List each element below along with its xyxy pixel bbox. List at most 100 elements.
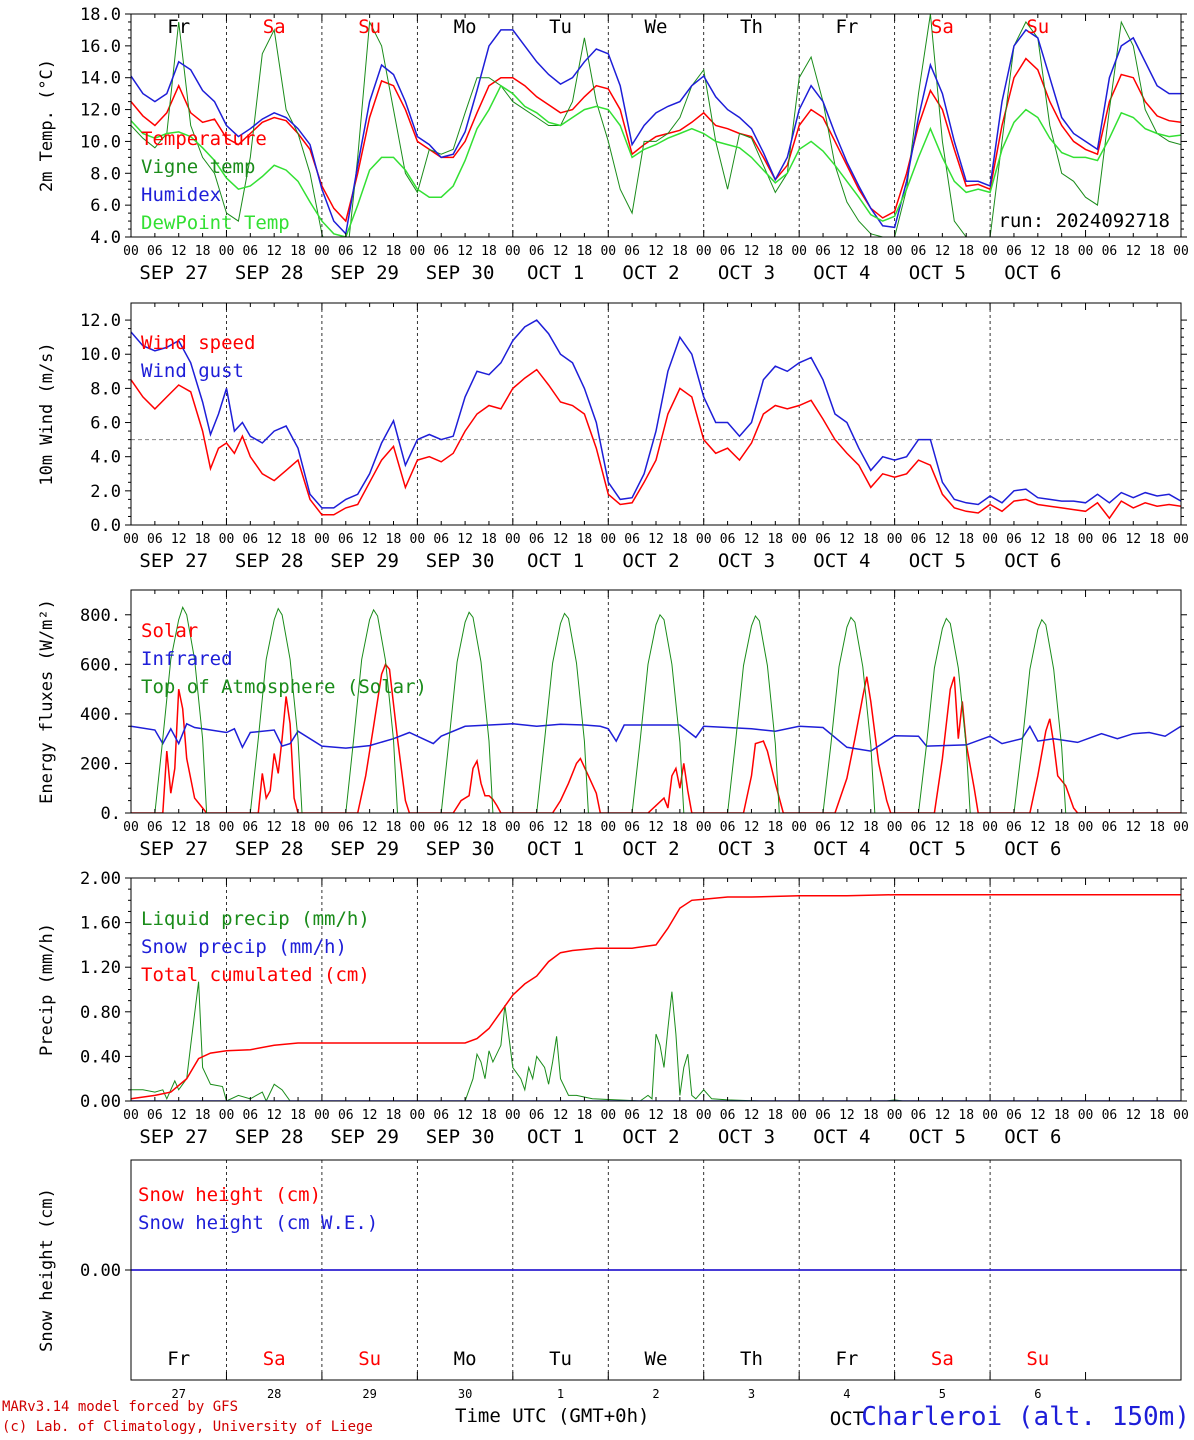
hour-label: 06	[147, 820, 163, 835]
hour-label: 00	[1078, 1108, 1094, 1123]
hour-label: 12	[1125, 1108, 1141, 1123]
date-label: OCT 1	[527, 550, 584, 572]
y-tick-label: 200.	[80, 754, 121, 774]
hour-label: 00	[505, 820, 521, 835]
hour-label: 00	[123, 532, 139, 547]
day-number-label: 30	[458, 1387, 472, 1401]
weekday-label: Sa	[931, 16, 954, 38]
panel-5: 0.00 Snow height (cm) Snow height (cm) Snow…	[37, 1159, 1187, 1430]
hour-label: 06	[433, 1108, 449, 1123]
date-label: OCT 3	[718, 1126, 775, 1148]
hour-label: 18	[672, 532, 688, 547]
hour-label: 06	[242, 1108, 258, 1123]
hour-label: 00	[505, 532, 521, 547]
weekday-label: Su	[1026, 16, 1049, 38]
hour-label: 12	[648, 820, 664, 835]
station-label: Charleroi (alt. 150m)	[861, 1402, 1190, 1432]
hour-label: 00	[600, 820, 616, 835]
series-wind-gust	[131, 319, 1181, 509]
hour-label: 18	[386, 244, 402, 259]
date-label: OCT 4	[813, 1126, 870, 1148]
hour-label: 06	[911, 244, 927, 259]
hour-label: 06	[815, 1108, 831, 1123]
day-number-label: 4	[843, 1387, 850, 1401]
hour-label: 12	[1030, 820, 1046, 835]
legend-entry: Infrared	[141, 648, 233, 670]
plot-frame	[130, 302, 1182, 526]
date-label: OCT 2	[622, 550, 679, 572]
hour-label: 00	[410, 244, 426, 259]
date-label: SEP 28	[235, 838, 304, 860]
date-label: SEP 27	[139, 838, 208, 860]
series-liquid-precip-mm-h-	[131, 981, 1181, 1101]
panel-3: 0. 200. 400. 600. 800. Energy fluxes (W/m²) So…	[37, 589, 1189, 860]
weekday-label: Su	[358, 16, 381, 38]
date-label: OCT 6	[1004, 550, 1061, 572]
hour-label: 12	[744, 1108, 760, 1123]
hour-label: 06	[1006, 532, 1022, 547]
y-tick-label: 0.	[101, 804, 121, 824]
hour-label: 00	[887, 532, 903, 547]
hour-label: 18	[1054, 532, 1070, 547]
y-tick-label: 0.80	[80, 1003, 121, 1023]
legend-entry: Temperature	[141, 128, 267, 150]
date-label: SEP 30	[426, 1126, 495, 1148]
date-label: OCT 3	[718, 838, 775, 860]
date-label: SEP 29	[330, 838, 399, 860]
hour-label: 00	[696, 820, 712, 835]
y-tick-label: 8.0	[90, 379, 121, 399]
hour-label: 00	[410, 820, 426, 835]
date-label: OCT 3	[718, 262, 775, 284]
plot-frame	[130, 13, 1182, 238]
hour-label: 00	[219, 532, 235, 547]
hour-label: 12	[839, 1108, 855, 1123]
hour-label: 00	[1173, 532, 1189, 547]
hour-label: 00	[600, 1108, 616, 1123]
date-label: SEP 28	[235, 262, 304, 284]
hour-label: 12	[457, 820, 473, 835]
hour-label: 06	[1006, 244, 1022, 259]
weekday-label: Su	[1026, 1348, 1049, 1370]
hour-label: 00	[1173, 1108, 1189, 1123]
hour-label: 00	[219, 820, 235, 835]
hour-label: 06	[1006, 820, 1022, 835]
hour-label: 00	[123, 820, 139, 835]
hour-label: 12	[362, 1108, 378, 1123]
y-tick-label: 4.0	[90, 448, 121, 468]
date-label: OCT 5	[909, 1126, 966, 1148]
hour-label: 00	[791, 820, 807, 835]
hour-label: 00	[982, 820, 998, 835]
hour-label: 00	[887, 244, 903, 259]
hour-label: 18	[767, 532, 783, 547]
hour-label: 00	[219, 244, 235, 259]
date-label: SEP 30	[426, 838, 495, 860]
hour-label: 00	[887, 1108, 903, 1123]
y-tick-label: 16.0	[80, 37, 121, 57]
hour-label: 06	[338, 244, 354, 259]
hour-label: 12	[457, 1108, 473, 1123]
hour-label: 12	[935, 244, 951, 259]
date-label: OCT 6	[1004, 838, 1061, 860]
hour-label: 00	[791, 1108, 807, 1123]
legend-entry: Vigne temp	[141, 156, 255, 178]
hour-label: 06	[338, 820, 354, 835]
y-tick-label: 12.0	[80, 101, 121, 121]
hour-label: 00	[505, 244, 521, 259]
hour-label: 18	[767, 1108, 783, 1123]
x-axis-title: Time UTC (GMT+0h)	[455, 1405, 650, 1427]
hour-label: 00	[1078, 244, 1094, 259]
weekday-label: Tu	[549, 16, 572, 38]
hour-label: 12	[648, 532, 664, 547]
hour-label: 06	[529, 1108, 545, 1123]
legend-entry: Wind speed	[141, 332, 255, 354]
hour-label: 00	[791, 244, 807, 259]
legend-entry: Total cumulated (cm)	[141, 964, 370, 986]
hour-label: 00	[696, 244, 712, 259]
series-humidex	[131, 28, 1181, 236]
hour-label: 06	[815, 820, 831, 835]
hour-label: 12	[935, 820, 951, 835]
hour-label: 12	[839, 244, 855, 259]
y-axis-title: 10m Wind (m/s)	[37, 342, 57, 485]
legend-entry: Snow height (cm W.E.)	[138, 1212, 378, 1234]
hour-label: 18	[958, 1108, 974, 1123]
